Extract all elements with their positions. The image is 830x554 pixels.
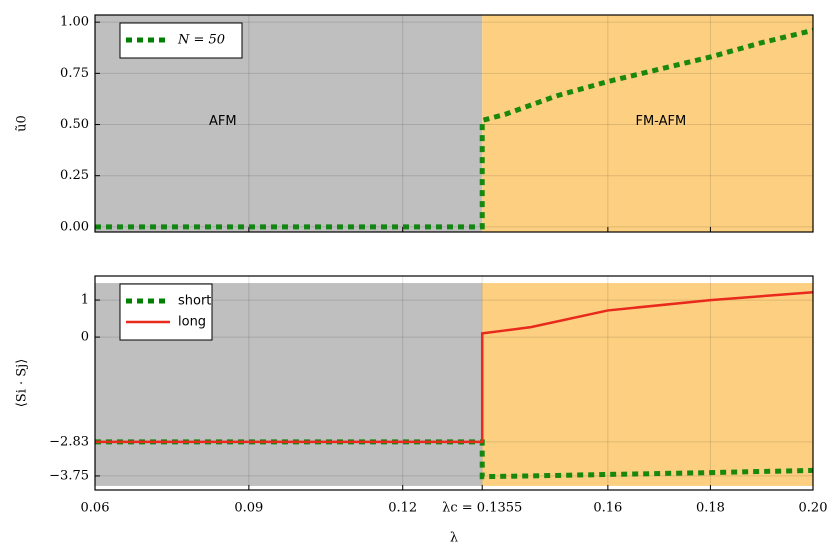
x-axis-label: λ	[450, 531, 458, 546]
y-tick-label: 0.50	[60, 117, 89, 132]
legend-label: N = 50	[177, 33, 225, 48]
x-tick-label: 0.12	[388, 501, 417, 516]
y-tick-label: −2.83	[49, 434, 89, 449]
x-tick-label: 0.16	[593, 501, 622, 516]
series-line	[95, 439, 814, 480]
x-tick-label: 0.18	[696, 501, 725, 516]
y-tick-label: 1	[81, 293, 89, 308]
y-tick-label: −3.75	[49, 468, 89, 483]
y-tick-label: 1.00	[60, 15, 89, 30]
plot-frame	[94, 275, 814, 491]
legend-label: long	[178, 315, 206, 330]
y-tick-label: 0.75	[60, 66, 89, 81]
series-line	[95, 27, 814, 230]
y-tick-label: 0	[81, 330, 89, 345]
region-label: AFM	[209, 114, 237, 129]
legend-box	[119, 283, 213, 341]
y-tick-label: 0.25	[60, 168, 89, 183]
region	[482, 15, 813, 232]
series-line	[95, 291, 814, 444]
x-tick-label: λc = 0.1355	[442, 501, 522, 516]
y-axis-label: ⟨Si · Sj⟩	[15, 359, 30, 408]
region	[482, 283, 813, 486]
y-axis-label: ũ0	[15, 115, 30, 132]
y-tick-label: 0.00	[60, 219, 89, 234]
x-tick-label: 0.06	[81, 501, 110, 516]
x-tick-label: 0.09	[234, 501, 263, 516]
plot-frame	[94, 14, 814, 233]
x-tick-label: 0.20	[799, 501, 828, 516]
legend-label: short	[178, 294, 211, 309]
region-label: FM-AFM	[635, 114, 686, 129]
